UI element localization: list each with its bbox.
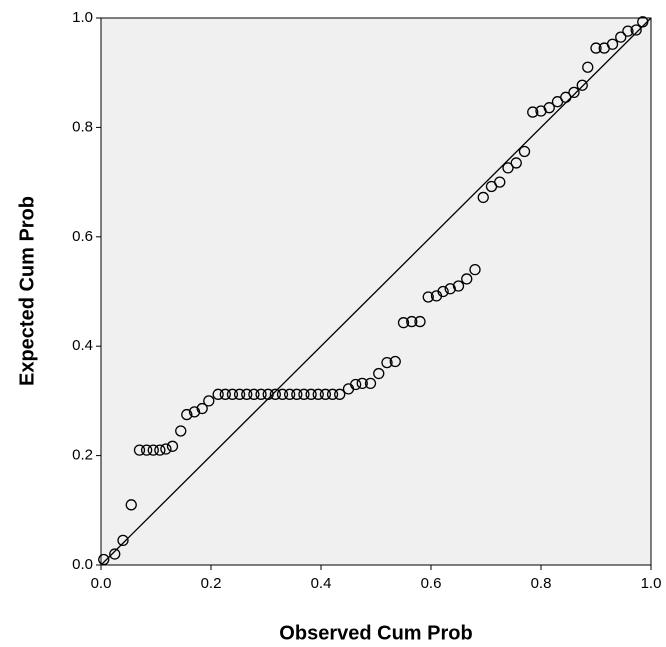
point: [125, 499, 137, 511]
point: [406, 315, 418, 328]
point: [630, 24, 642, 36]
point: [477, 191, 489, 204]
point: [461, 273, 473, 285]
point: [219, 388, 231, 400]
point: [381, 356, 393, 369]
y-tick-label: 0.0: [72, 556, 93, 573]
point: [196, 402, 208, 415]
point: [241, 388, 253, 400]
point: [494, 176, 506, 188]
y-tick-label: 1.0: [72, 9, 93, 26]
point: [452, 280, 465, 292]
point: [133, 444, 146, 456]
point: [606, 38, 619, 50]
point: [233, 388, 246, 400]
point: [188, 406, 201, 418]
y-tick-label: 0.6: [72, 228, 93, 245]
point: [373, 367, 385, 380]
point: [140, 444, 153, 456]
point: [181, 408, 193, 421]
y-tick-label: 0.2: [72, 447, 93, 464]
point: [283, 388, 296, 400]
x-axis-title: Observed Cum Prob: [279, 622, 472, 644]
point: [437, 285, 449, 298]
point: [203, 395, 215, 407]
point: [518, 145, 531, 158]
point: [422, 291, 434, 303]
point: [397, 317, 410, 329]
point: [262, 388, 274, 400]
point: [527, 106, 539, 118]
point: [364, 377, 377, 390]
point: [212, 388, 224, 400]
point: [469, 263, 481, 276]
point: [590, 42, 602, 54]
point: [269, 388, 282, 400]
point: [576, 79, 588, 91]
point: [255, 388, 267, 400]
point: [319, 388, 332, 400]
x-tick-label: 0.2: [201, 575, 222, 592]
point: [160, 443, 172, 455]
x-tick-label: 1.0: [641, 575, 662, 592]
point: [117, 534, 129, 547]
point: [582, 61, 594, 73]
point: [98, 553, 110, 566]
point: [226, 388, 239, 400]
y-tick-label: 0.4: [72, 337, 93, 354]
y-axis-title: Expected Cum Prob: [16, 196, 38, 386]
point: [147, 444, 159, 456]
point: [560, 91, 572, 103]
point: [568, 86, 580, 99]
point: [175, 425, 187, 437]
point: [622, 25, 634, 37]
x-tick-label: 0.4: [311, 575, 332, 592]
point: [637, 16, 649, 28]
point: [248, 388, 260, 400]
point: [356, 377, 368, 390]
point: [389, 355, 401, 368]
point: [543, 102, 555, 114]
point: [334, 388, 346, 400]
x-tick-label: 0.0: [91, 575, 112, 592]
point: [154, 444, 166, 456]
point: [349, 378, 362, 391]
point: [510, 157, 522, 169]
point: [615, 31, 627, 43]
point: [326, 388, 339, 400]
y-tick-label: 0.8: [72, 118, 93, 135]
point: [312, 388, 324, 400]
point: [444, 283, 456, 295]
point: [291, 388, 303, 400]
point: [166, 440, 179, 452]
point: [276, 388, 289, 400]
x-tick-label: 0.8: [531, 575, 552, 592]
point: [305, 388, 317, 400]
point: [502, 162, 514, 174]
x-tick-label: 0.6: [421, 575, 442, 592]
point: [414, 315, 426, 328]
point: [109, 548, 121, 560]
point: [298, 388, 310, 400]
reference-line: [100, 17, 652, 566]
